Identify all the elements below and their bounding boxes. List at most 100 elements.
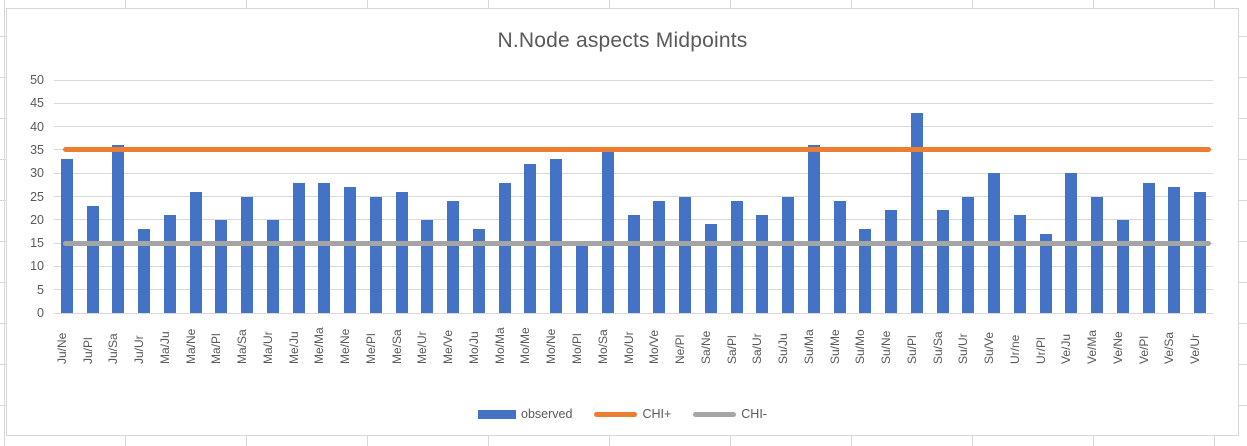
bar-Ma-Pl[interactable]: [215, 219, 228, 313]
bar-Me-Ur[interactable]: [421, 219, 434, 313]
bar-Mo-Ve[interactable]: [653, 201, 666, 313]
bar-Sa-Ne[interactable]: [704, 224, 717, 313]
bar-Ur-ne[interactable]: [1013, 215, 1026, 313]
x-tick-label-Ve-Pl: Ve/Pl: [1136, 335, 1151, 364]
legend-label-observed: observed: [521, 407, 573, 421]
bar-Su-Sa[interactable]: [936, 210, 949, 313]
bar-Me-Sa[interactable]: [395, 191, 408, 313]
x-tick-label-Ve-Ma: Ve/Ma: [1085, 329, 1100, 364]
x-tick-label-Ju-Pl: Ju/Pl: [80, 337, 95, 364]
bar-Ve-Pl[interactable]: [1142, 182, 1155, 313]
x-tick-label-Mo-Ur: Mo/Ur: [621, 331, 636, 364]
x-tick-label-Me-Ne: Me/Ne: [338, 328, 353, 364]
x-tick-label-Ju-Ne: Ju/Ne: [54, 332, 69, 364]
bar-Mo-Pl[interactable]: [575, 243, 588, 313]
x-tick-label-Ve-Ur: Ve/Ur: [1188, 333, 1203, 364]
x-tick-label-Ve-Ju: Ve/Ju: [1059, 333, 1074, 364]
x-tick-label-Me-Ma: Me/Ma: [312, 327, 327, 364]
bar-Ne-Pl[interactable]: [679, 196, 691, 313]
x-tick-label-Me-Sa: Me/Sa: [389, 329, 404, 364]
x-tick-label-Ma-Ju: Ma/Ju: [157, 331, 172, 364]
bar-Su-Ne[interactable]: [885, 210, 898, 313]
observed-series-swatch-icon: [478, 409, 517, 419]
bar-Mo-Me[interactable]: [524, 163, 537, 313]
x-tick-label-Mo-Ne: Mo/Ne: [544, 328, 559, 364]
bar-Mo-Sa[interactable]: [601, 149, 614, 313]
bar-Ma-Ne[interactable]: [189, 191, 202, 313]
refline-chi-plus[interactable]: [63, 147, 1211, 153]
legend-item-observed[interactable]: observed: [478, 407, 572, 421]
x-tick-label-Ve-Ne: Ve/Ne: [1110, 331, 1125, 364]
bar-Mo-Ju[interactable]: [472, 229, 485, 313]
x-tick-label-Ve-Sa: Ve/Sa: [1162, 331, 1177, 364]
bar-Ju-Ur[interactable]: [138, 229, 151, 313]
plot-area: [54, 79, 1213, 314]
bar-Sa-Ur[interactable]: [756, 215, 769, 313]
x-tick-label-Su-Mo: Su/Mo: [853, 329, 868, 364]
legend: observed CHI+ CHI-: [7, 407, 1238, 421]
x-tick-label-Me-Ur: Me/Ur: [415, 331, 430, 364]
bar-Mo-Ma[interactable]: [498, 182, 511, 313]
x-tick-label-Ju-Sa: Ju/Sa: [106, 333, 121, 364]
bar-Mo-Ne[interactable]: [550, 159, 563, 313]
bar-Ve-Ma[interactable]: [1091, 196, 1104, 313]
x-tick-label-Mo-Me: Mo/Me: [518, 327, 533, 364]
x-tick-label-Ju-Ur: Ju/Ur: [132, 335, 147, 364]
bar-Ju-Ne[interactable]: [60, 159, 73, 313]
bar-Su-Ur[interactable]: [962, 196, 975, 313]
bar-Ve-Ne[interactable]: [1116, 219, 1129, 313]
bar-Ju-Pl[interactable]: [86, 205, 99, 313]
bar-Ju-Sa[interactable]: [112, 145, 125, 313]
y-tick-label-45: 45: [30, 96, 44, 111]
chi-plus-line-swatch-icon: [594, 411, 638, 417]
y-tick-label-0: 0: [37, 306, 44, 320]
x-tick-label-Ma-Pl: Ma/Pl: [209, 333, 224, 364]
gridline-y-0: [54, 312, 1213, 314]
x-tick-label-Mo-Ma: Mo/Ma: [492, 327, 507, 364]
x-tick-label-Su-Sa: Su/Sa: [930, 331, 945, 364]
bar-Su-Me[interactable]: [833, 201, 846, 313]
bar-Me-Pl[interactable]: [369, 196, 382, 313]
bar-Sa-Pl[interactable]: [730, 201, 743, 313]
legend-item-chi-plus[interactable]: CHI+: [594, 407, 671, 421]
x-tick-label-Ma-Ne: Ma/Ne: [183, 328, 198, 364]
x-tick-label-Su-Ur: Su/Ur: [956, 333, 971, 364]
bar-Me-Ve[interactable]: [447, 201, 460, 313]
x-tick-label-Mo-Pl: Mo/Pl: [569, 333, 584, 364]
bar-Me-Ne[interactable]: [344, 187, 357, 313]
chart-area[interactable]: N.Node aspects Midpoints 0 5 10 15 20 25 30 35 4…: [6, 8, 1239, 436]
x-tick-label-Mo-Ju: Mo/Ju: [466, 331, 481, 364]
bar-Mo-Ur[interactable]: [627, 215, 640, 313]
bar-Ma-Ju[interactable]: [163, 215, 176, 313]
x-tick-label-Ur-ne: Ur/ne: [1007, 334, 1022, 364]
y-tick-label-40: 40: [30, 119, 44, 134]
y-tick-label-35: 35: [30, 142, 44, 157]
x-tick-label-Su-Me: Su/Me: [827, 329, 842, 364]
y-tick-label-25: 25: [30, 189, 44, 204]
bar-Ma-Sa[interactable]: [241, 196, 254, 313]
bar-Su-Ju[interactable]: [782, 196, 795, 313]
legend-item-chi-minus[interactable]: CHI-: [693, 407, 767, 421]
bar-Su-Ma[interactable]: [807, 145, 820, 313]
x-tick-label-Su-Pl: Su/Pl: [904, 335, 919, 364]
bar-Me-Ju[interactable]: [292, 182, 305, 313]
y-tick-label-20: 20: [30, 212, 44, 227]
x-tick-label-Su-Ju: Su/Ju: [776, 333, 791, 364]
gridline-y-40: [54, 126, 1213, 128]
bar-Ve-Ur[interactable]: [1194, 191, 1207, 313]
x-tick-label-Me-Ve: Me/Ve: [441, 329, 456, 364]
x-tick-label-Ur-Pl: Ur/Pl: [1033, 337, 1048, 364]
bar-Ma-Ur[interactable]: [266, 219, 279, 313]
bar-Ur-Pl[interactable]: [1039, 233, 1052, 313]
x-tick-label-Sa-Ne: Sa/Ne: [698, 330, 713, 364]
x-tick-label-Sa-Pl: Sa/Pl: [724, 335, 739, 364]
bar-Ve-Sa[interactable]: [1168, 187, 1181, 313]
y-tick-label-30: 30: [30, 166, 44, 181]
bar-Su-Mo[interactable]: [859, 229, 872, 313]
bar-Me-Ma[interactable]: [318, 182, 331, 313]
gridline-y-30: [54, 172, 1213, 174]
x-tick-label-Su-Ve: Su/Ve: [982, 331, 997, 364]
x-tick-label-Su-Ma: Su/Ma: [801, 329, 816, 364]
refline-chi-minus[interactable]: [63, 240, 1211, 246]
bar-Su-Pl[interactable]: [910, 112, 923, 313]
